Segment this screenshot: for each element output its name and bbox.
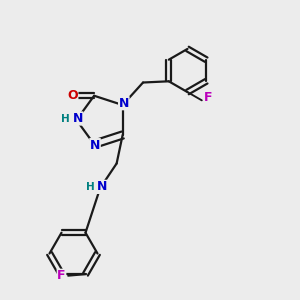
Text: N: N (90, 139, 100, 152)
Text: N: N (97, 180, 107, 194)
Text: N: N (73, 112, 83, 125)
Text: N: N (118, 97, 129, 110)
Text: F: F (204, 92, 213, 104)
Text: F: F (57, 269, 66, 282)
Text: H: H (86, 182, 94, 192)
Text: O: O (67, 89, 78, 102)
Text: H: H (61, 113, 70, 124)
